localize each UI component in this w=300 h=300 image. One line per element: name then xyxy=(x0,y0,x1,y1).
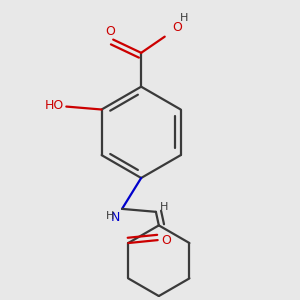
Text: H: H xyxy=(159,202,168,212)
Text: O: O xyxy=(172,21,182,34)
Text: H: H xyxy=(180,14,188,23)
Text: O: O xyxy=(105,25,115,38)
Text: HO: HO xyxy=(45,99,64,112)
Text: H: H xyxy=(105,211,114,221)
Text: O: O xyxy=(161,234,171,247)
Text: N: N xyxy=(111,211,121,224)
